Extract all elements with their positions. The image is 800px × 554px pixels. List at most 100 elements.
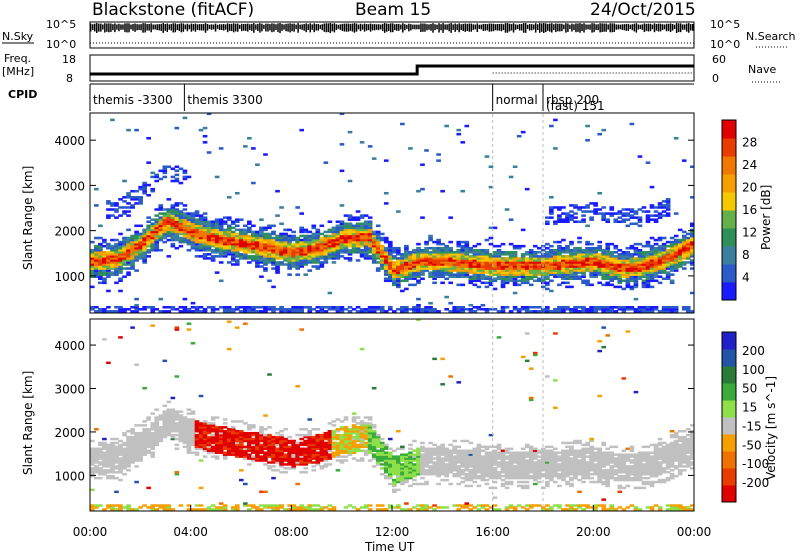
heatmap-cell xyxy=(198,486,204,490)
heatmap-cell xyxy=(327,228,333,232)
heatmap-cell xyxy=(158,218,164,221)
heatmap-cell xyxy=(214,246,220,250)
heatmap-cell xyxy=(428,275,433,278)
heatmap-cell xyxy=(158,418,164,421)
heatmap-cell xyxy=(621,269,627,272)
heatmap-cell xyxy=(549,279,554,283)
heatmap-cell xyxy=(194,240,200,244)
heatmap-cell xyxy=(222,426,228,429)
heatmap-cell xyxy=(685,305,691,309)
heatmap-cell xyxy=(287,259,292,262)
heatmap-cell xyxy=(218,226,224,230)
heatmap-cell xyxy=(154,240,160,244)
heatmap-cell xyxy=(681,230,687,234)
heatmap-cell xyxy=(561,308,566,311)
heatmap-cell xyxy=(271,267,276,270)
heatmap-cell xyxy=(162,222,168,226)
heatmap-cell xyxy=(661,308,667,311)
heatmap-cell xyxy=(271,238,276,242)
heatmap-cell xyxy=(234,420,240,423)
heatmap-cell xyxy=(218,220,224,224)
nsky-bar xyxy=(623,24,626,31)
heatmap-cell xyxy=(649,206,655,209)
heatmap-cell xyxy=(589,257,594,260)
heatmap-cell xyxy=(355,226,361,230)
heatmap-cell xyxy=(347,504,353,507)
heatmap-cell xyxy=(138,457,143,460)
heatmap-cell xyxy=(154,437,160,441)
heatmap-cell xyxy=(218,437,224,441)
heatmap-cell xyxy=(255,263,260,266)
heatmap-cell xyxy=(291,248,296,252)
heatmap-cell xyxy=(114,445,119,449)
heatmap-cell xyxy=(267,441,272,445)
heatmap-cell xyxy=(162,418,168,421)
heatmap-cell xyxy=(295,385,300,388)
heatmap-cell xyxy=(396,281,401,285)
heatmap-cell xyxy=(122,253,127,256)
heatmap-cell xyxy=(383,269,389,272)
heatmap-cell xyxy=(553,263,558,266)
heatmap-cell xyxy=(661,246,667,250)
heatmap-cell xyxy=(516,134,522,138)
heatmap-cell xyxy=(653,238,659,242)
heatmap-cell xyxy=(460,269,466,272)
heatmap-cell xyxy=(307,455,313,458)
heatmap-cell xyxy=(198,230,204,234)
heatmap-cell xyxy=(94,267,99,270)
heatmap-cell xyxy=(549,261,554,264)
nsky-bar xyxy=(500,23,503,32)
heatmap-cell xyxy=(190,418,196,421)
heatmap-cell xyxy=(375,457,381,460)
heatmap-cell xyxy=(234,246,240,250)
nsky-bar xyxy=(265,23,267,32)
heatmap-cell xyxy=(222,418,228,421)
heatmap-cell xyxy=(444,253,449,256)
heatmap-cell xyxy=(508,269,514,272)
heatmap-cell xyxy=(238,242,244,246)
heatmap-cell xyxy=(577,259,582,262)
heatmap-cell xyxy=(142,435,147,439)
nsky-bar xyxy=(114,23,116,33)
heatmap-cell xyxy=(118,289,123,293)
heatmap-cell xyxy=(508,271,514,274)
heatmap-cell xyxy=(263,261,268,264)
heatmap-cell xyxy=(138,255,143,258)
heatmap-cell xyxy=(238,305,244,309)
heatmap-cell xyxy=(464,259,470,262)
heatmap-cell xyxy=(255,457,260,460)
heatmap-cell xyxy=(94,453,99,456)
heatmap-cell xyxy=(275,431,280,435)
heatmap-cell xyxy=(98,469,103,472)
heatmap-cell xyxy=(303,246,309,250)
heatmap-cell xyxy=(138,506,143,509)
heatmap-cell xyxy=(214,224,220,228)
heatmap-cell xyxy=(154,508,160,511)
heatmap-cell xyxy=(379,451,385,454)
heatmap-cell xyxy=(226,308,232,311)
heatmap-cell xyxy=(609,253,615,256)
heatmap-cell xyxy=(379,441,385,445)
nsky-bar xyxy=(551,23,553,33)
heatmap-cell xyxy=(122,459,127,462)
nsky-bar xyxy=(349,23,352,31)
heatmap-cell xyxy=(130,246,135,250)
heatmap-cell xyxy=(311,232,317,236)
heatmap-cell xyxy=(162,169,168,173)
heatmap-cell xyxy=(234,506,240,509)
heatmap-cell xyxy=(170,228,176,232)
heatmap-cell xyxy=(432,269,437,272)
heatmap-cell xyxy=(222,439,228,443)
heatmap-cell xyxy=(613,218,619,221)
heatmap-cell xyxy=(174,210,180,213)
heatmap-cell xyxy=(637,310,643,313)
heatmap-cell xyxy=(243,224,248,228)
heatmap-cell xyxy=(637,224,643,228)
heatmap-cell xyxy=(170,232,176,236)
heatmap-cell xyxy=(621,257,627,260)
heatmap-cell xyxy=(182,208,188,211)
heatmap-cell xyxy=(371,449,377,452)
heatmap-cell xyxy=(549,206,554,209)
heatmap-cell xyxy=(295,238,300,242)
heatmap-cell xyxy=(150,222,156,226)
